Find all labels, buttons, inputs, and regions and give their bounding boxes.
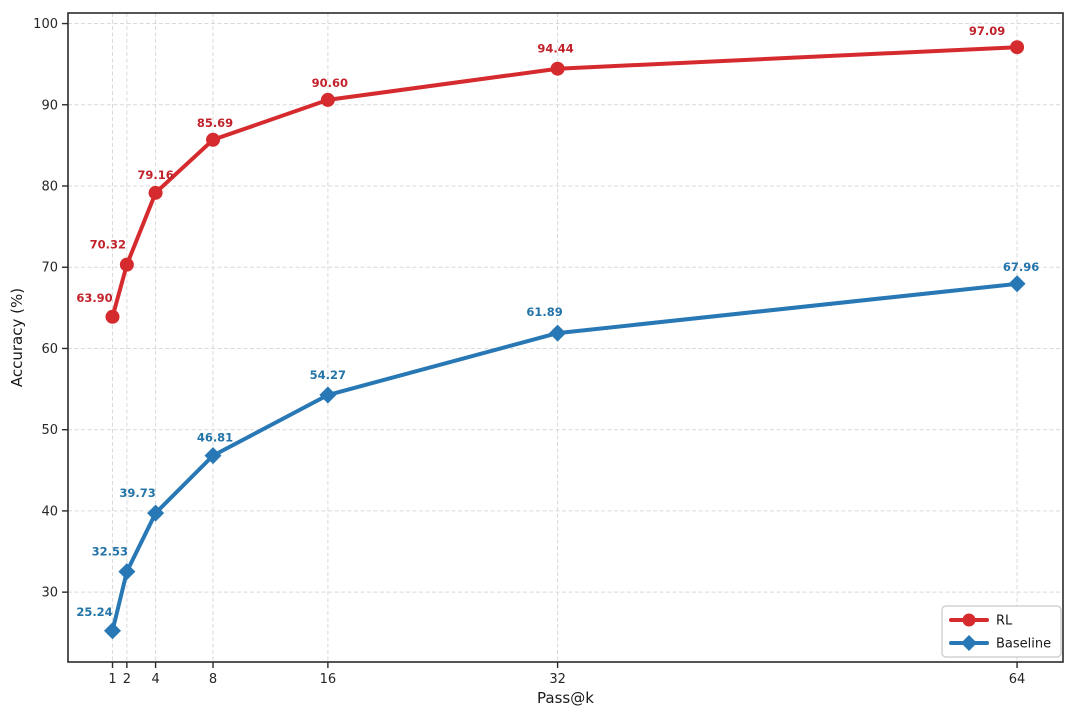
y-tick-label: 80 [41, 180, 58, 195]
legend-label-baseline: Baseline [996, 637, 1051, 652]
marker-circle [206, 132, 221, 147]
data-label-rl: 79.16 [137, 168, 173, 182]
x-tick-label: 1 [108, 672, 116, 687]
data-label-baseline: 61.89 [526, 305, 562, 319]
data-label-baseline: 67.96 [1003, 260, 1039, 274]
y-tick-label: 30 [41, 586, 58, 601]
data-label-baseline: 39.73 [119, 486, 155, 500]
y-axis-label: Accuracy (%) [8, 288, 26, 387]
legend-marker-circle [962, 613, 976, 627]
x-axis-label: Pass@k [537, 689, 594, 707]
marker-diamond [549, 324, 567, 342]
x-tick-label: 64 [1009, 672, 1026, 687]
marker-diamond [147, 504, 165, 522]
legend-label-rl: RL [996, 614, 1013, 629]
marker-circle [119, 257, 134, 272]
data-label-rl: 85.69 [197, 116, 233, 130]
data-label-rl: 70.32 [90, 238, 126, 252]
data-label-rl: 94.44 [537, 42, 573, 56]
marker-diamond [1008, 275, 1026, 293]
marker-circle [148, 185, 163, 200]
x-tick-label: 4 [151, 672, 159, 687]
marker-diamond [118, 563, 136, 581]
marker-circle [320, 92, 335, 107]
marker-diamond [319, 386, 337, 404]
x-tick-label: 8 [209, 672, 217, 687]
data-label-rl: 97.09 [969, 24, 1005, 38]
marker-diamond [104, 622, 122, 640]
data-label-rl: 63.90 [76, 291, 112, 305]
plot-border [67, 12, 1064, 663]
legend-marker-diamond [961, 635, 977, 651]
marker-diamond [204, 447, 222, 465]
data-label-baseline: 32.53 [92, 545, 128, 559]
y-tick-label: 40 [41, 504, 58, 519]
marker-circle [550, 61, 565, 76]
marker-circle [1010, 40, 1025, 55]
y-tick-label: 70 [41, 261, 58, 276]
data-label-baseline: 54.27 [310, 368, 346, 382]
y-tick-label: 60 [41, 342, 58, 357]
y-tick-label: 90 [41, 98, 58, 113]
marker-circle [105, 309, 120, 324]
x-tick-label: 32 [549, 672, 566, 687]
data-label-baseline: 46.81 [197, 431, 233, 445]
data-label-baseline: 25.24 [76, 605, 112, 619]
y-tick-label: 100 [33, 17, 58, 32]
data-label-rl: 90.60 [312, 76, 348, 90]
x-tick-label: 2 [123, 672, 131, 687]
y-tick-label: 50 [41, 423, 58, 438]
x-tick-label: 16 [320, 672, 337, 687]
